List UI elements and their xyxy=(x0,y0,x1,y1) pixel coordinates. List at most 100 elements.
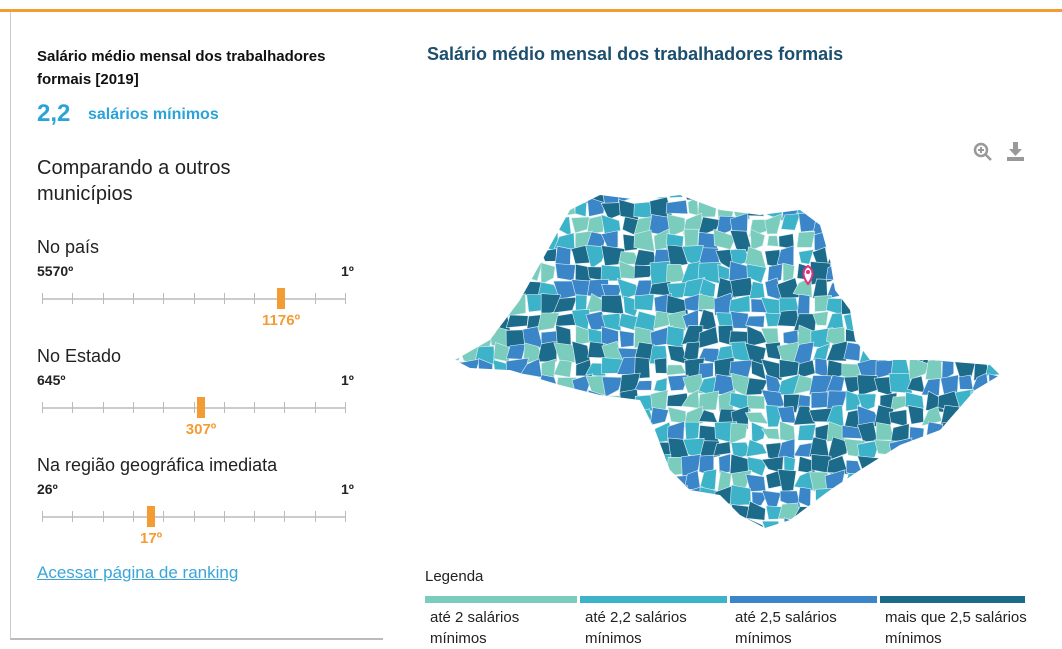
municipality xyxy=(718,517,736,528)
municipality xyxy=(462,197,481,221)
municipality xyxy=(460,507,479,521)
municipality xyxy=(907,501,929,521)
municipality xyxy=(457,455,480,475)
municipality xyxy=(1002,218,1022,236)
municipality xyxy=(473,215,497,232)
municipality xyxy=(458,195,480,203)
municipality xyxy=(988,442,1000,462)
municipality xyxy=(649,468,672,489)
municipality xyxy=(810,391,829,409)
municipality xyxy=(856,393,877,412)
municipality xyxy=(924,197,944,220)
ranking-min: 26º xyxy=(37,481,58,497)
municipality xyxy=(458,519,480,528)
municipality xyxy=(826,340,848,362)
municipality xyxy=(861,228,881,250)
municipality xyxy=(905,523,929,528)
municipality xyxy=(856,421,878,443)
municipality xyxy=(890,487,913,507)
municipality xyxy=(455,246,462,269)
zoom-icon[interactable] xyxy=(973,142,992,161)
municipality xyxy=(521,197,540,216)
municipality xyxy=(798,195,812,202)
municipality xyxy=(455,361,465,378)
municipality xyxy=(588,459,609,474)
municipality xyxy=(683,500,700,525)
municipality xyxy=(541,516,561,528)
slider-tick xyxy=(254,293,256,304)
municipality xyxy=(458,292,478,317)
municipality xyxy=(506,422,530,440)
municipality xyxy=(520,377,542,397)
municipality xyxy=(520,438,544,462)
municipality xyxy=(455,516,460,528)
municipality xyxy=(941,422,960,443)
municipality xyxy=(537,469,561,494)
municipality xyxy=(953,199,974,218)
municipality xyxy=(744,412,769,425)
municipality xyxy=(540,248,557,262)
municipality xyxy=(619,436,636,458)
municipality xyxy=(525,229,542,252)
municipality xyxy=(697,216,722,237)
municipality xyxy=(939,195,958,204)
municipality xyxy=(505,293,526,317)
municipality xyxy=(906,311,928,329)
municipality xyxy=(954,296,975,317)
municipality xyxy=(845,266,866,284)
municipality xyxy=(925,359,942,380)
municipality xyxy=(521,507,545,523)
ranking-link[interactable]: Acessar página de ranking xyxy=(37,563,239,582)
municipality xyxy=(575,395,588,410)
municipality xyxy=(575,294,588,315)
slider-tick xyxy=(223,511,225,522)
municipality xyxy=(761,520,781,528)
municipality xyxy=(667,518,686,528)
municipality xyxy=(600,214,621,236)
municipality xyxy=(572,437,592,458)
municipality xyxy=(633,195,652,198)
download-icon[interactable] xyxy=(1007,142,1024,161)
municipality xyxy=(541,486,558,509)
municipality xyxy=(972,469,992,489)
municipality xyxy=(617,195,640,204)
municipality xyxy=(889,280,913,302)
municipality xyxy=(764,249,781,268)
municipality xyxy=(477,263,493,281)
municipality xyxy=(477,296,495,317)
municipality xyxy=(880,518,896,528)
municipality xyxy=(665,199,689,215)
municipality xyxy=(455,277,462,297)
municipality xyxy=(924,295,945,313)
municipality xyxy=(1002,262,1021,284)
municipality xyxy=(585,424,608,445)
municipality xyxy=(985,392,1000,408)
legend-swatch xyxy=(880,596,1025,603)
municipality xyxy=(939,342,959,360)
municipality xyxy=(988,373,1000,392)
municipality xyxy=(634,422,656,445)
municipality xyxy=(747,195,769,203)
municipality xyxy=(1002,455,1022,477)
municipality xyxy=(862,262,880,282)
slider-tick xyxy=(42,293,43,304)
municipality xyxy=(619,501,640,525)
municipality xyxy=(474,373,492,394)
indicator-title: Salário médio mensal dos trabalhadores f… xyxy=(37,48,326,88)
municipality xyxy=(844,504,862,526)
municipality xyxy=(826,436,848,462)
municipality xyxy=(874,501,896,524)
municipality xyxy=(473,195,497,206)
municipality xyxy=(493,473,514,491)
municipality xyxy=(777,469,797,493)
municipality xyxy=(936,197,960,219)
municipality xyxy=(872,215,894,234)
municipality xyxy=(878,199,897,221)
municipality xyxy=(455,347,462,361)
municipality xyxy=(713,441,731,457)
municipality xyxy=(619,453,641,473)
municipality xyxy=(862,293,876,315)
municipality xyxy=(984,261,1000,284)
slider-tick xyxy=(132,511,134,522)
municipality xyxy=(698,468,717,492)
